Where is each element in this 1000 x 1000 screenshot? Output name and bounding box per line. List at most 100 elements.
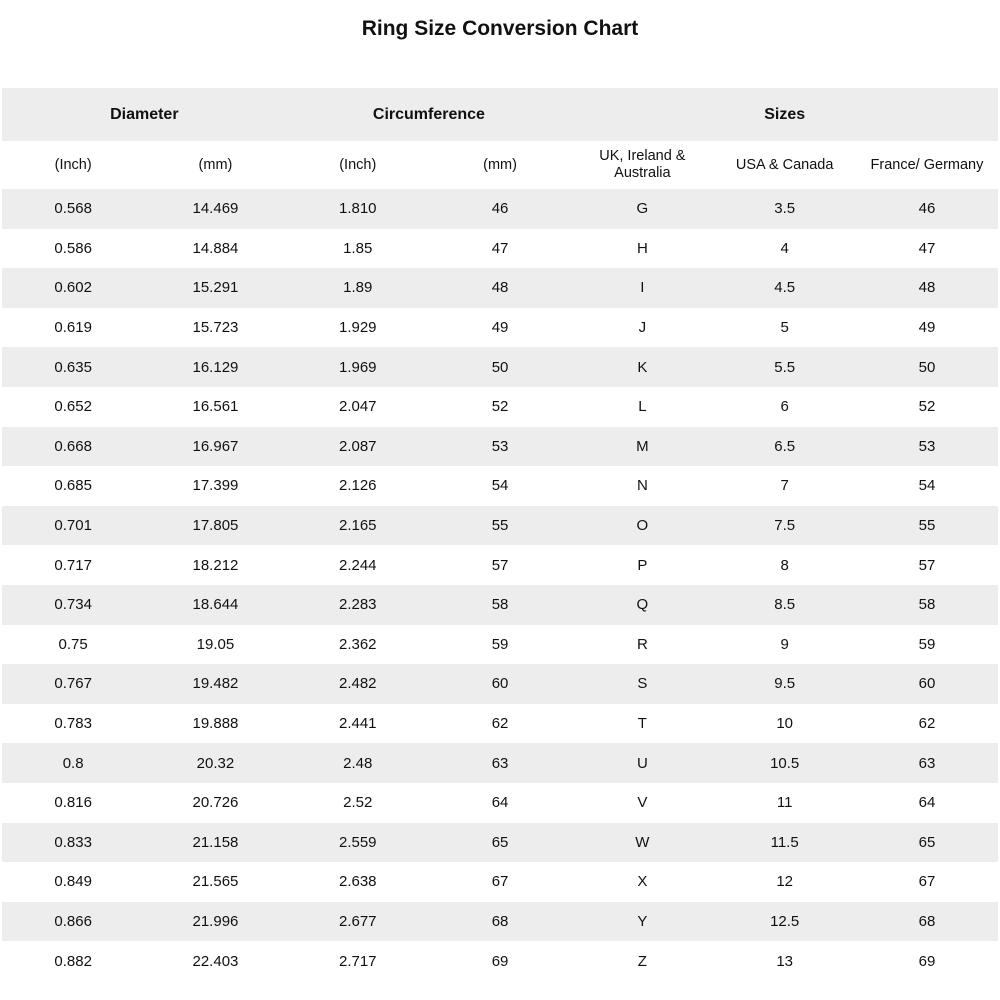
cell-circumference-inch: 1.89 bbox=[343, 279, 373, 297]
cell-circumference-inch: 2.677 bbox=[338, 912, 377, 930]
cell-france-size: 59 bbox=[918, 635, 936, 653]
cell-uk-size: Q bbox=[636, 596, 649, 614]
cell-diameter-mm: 20.32 bbox=[196, 754, 235, 772]
cell-circumference-inch: 2.087 bbox=[338, 437, 377, 455]
cell-usa-size: 6 bbox=[780, 398, 789, 416]
cell-uk-size: N bbox=[636, 477, 648, 495]
cell-diameter-inch: 0.75 bbox=[58, 635, 88, 653]
cell-diameter-mm: 15.291 bbox=[192, 279, 239, 297]
cell-diameter-inch: 0.685 bbox=[54, 477, 92, 495]
cell-uk-size: P bbox=[637, 556, 648, 574]
column-header-row: (Inch) (mm) (Inch) (mm) UK, Ireland & Au… bbox=[2, 141, 998, 189]
column-header-circumference-inch: (Inch) bbox=[339, 156, 377, 173]
table-row: 0.8 20.32 2.48 63 U 10.5 63 bbox=[2, 743, 999, 783]
cell-uk-size: U bbox=[636, 754, 648, 772]
cell-circumference-mm: 52 bbox=[491, 398, 509, 416]
cell-circumference-inch: 2.48 bbox=[343, 754, 373, 772]
page-title: Ring Size Conversion Chart bbox=[361, 17, 639, 40]
column-header-diameter-mm: (mm) bbox=[198, 156, 233, 173]
cell-uk-size: M bbox=[636, 437, 649, 455]
cell-usa-size: 8 bbox=[780, 556, 789, 574]
cell-diameter-mm: 17.399 bbox=[192, 477, 239, 495]
cell-circumference-mm: 59 bbox=[491, 635, 509, 653]
cell-uk-size: V bbox=[637, 794, 648, 812]
cell-circumference-mm: 65 bbox=[491, 833, 509, 851]
cell-france-size: 48 bbox=[918, 279, 936, 297]
cell-circumference-inch: 2.52 bbox=[343, 794, 373, 812]
cell-diameter-inch: 0.882 bbox=[54, 952, 92, 970]
cell-diameter-inch: 0.668 bbox=[54, 437, 92, 455]
cell-circumference-mm: 53 bbox=[491, 437, 509, 455]
column-header-circumference-mm: (mm) bbox=[483, 156, 517, 173]
cell-usa-size: 9 bbox=[780, 635, 789, 653]
cell-usa-size: 4.5 bbox=[774, 279, 796, 297]
cell-circumference-mm: 69 bbox=[491, 952, 509, 970]
table-row: 0.685 17.399 2.126 54 N 7 54 bbox=[2, 466, 998, 506]
cell-diameter-mm: 21.158 bbox=[192, 833, 239, 851]
table-row: 0.882 22.403 2.717 69 Z 13 69 bbox=[2, 941, 998, 981]
cell-circumference-mm: 49 bbox=[491, 319, 509, 337]
cell-circumference-inch: 2.362 bbox=[338, 635, 377, 653]
cell-diameter-mm: 16.129 bbox=[192, 358, 239, 376]
cell-circumference-mm: 48 bbox=[491, 279, 509, 297]
cell-diameter-mm: 14.884 bbox=[192, 239, 239, 257]
cell-diameter-mm: 17.805 bbox=[192, 517, 239, 535]
cell-diameter-inch: 0.568 bbox=[54, 200, 92, 218]
cell-usa-size: 9.5 bbox=[774, 675, 796, 693]
cell-diameter-inch: 0.833 bbox=[54, 833, 92, 851]
cell-france-size: 60 bbox=[918, 675, 936, 693]
cell-circumference-inch: 1.929 bbox=[338, 319, 377, 337]
cell-circumference-inch: 1.969 bbox=[338, 358, 377, 376]
cell-circumference-inch: 2.638 bbox=[338, 873, 377, 891]
cell-diameter-inch: 0.866 bbox=[54, 912, 92, 930]
cell-diameter-mm: 20.726 bbox=[192, 794, 239, 812]
cell-diameter-mm: 22.403 bbox=[192, 952, 239, 970]
cell-circumference-inch: 2.165 bbox=[338, 517, 377, 535]
cell-uk-size: S bbox=[637, 675, 648, 693]
cell-usa-size: 11.5 bbox=[770, 833, 799, 851]
cell-usa-size: 10 bbox=[776, 715, 793, 733]
cell-usa-size: 6.5 bbox=[774, 437, 796, 455]
cell-uk-size: I bbox=[640, 279, 645, 297]
cell-diameter-mm: 16.967 bbox=[192, 437, 239, 455]
cell-diameter-mm: 19.05 bbox=[196, 635, 235, 653]
cell-france-size: 55 bbox=[918, 517, 936, 535]
cell-usa-size: 10.5 bbox=[770, 754, 800, 772]
cell-diameter-mm: 16.561 bbox=[192, 398, 239, 416]
cell-diameter-inch: 0.849 bbox=[54, 873, 92, 891]
table-row: 0.783 19.888 2.441 62 T 10 62 bbox=[2, 704, 998, 744]
cell-uk-size: X bbox=[637, 873, 648, 891]
cell-diameter-inch: 0.734 bbox=[54, 596, 92, 614]
group-header-circumference: Circumference bbox=[286, 88, 572, 141]
cell-diameter-inch: 0.652 bbox=[54, 398, 92, 416]
cell-france-size: 65 bbox=[918, 833, 936, 851]
cell-circumference-mm: 58 bbox=[491, 596, 509, 614]
cell-usa-size: 7.5 bbox=[774, 517, 796, 535]
cell-uk-size: H bbox=[636, 239, 648, 257]
cell-france-size: 52 bbox=[918, 398, 936, 416]
cell-diameter-inch: 0.717 bbox=[54, 556, 92, 574]
cell-france-size: 64 bbox=[918, 794, 936, 812]
cell-uk-size: O bbox=[636, 517, 649, 535]
cell-france-size: 68 bbox=[918, 912, 936, 930]
cell-diameter-inch: 0.783 bbox=[54, 715, 92, 733]
cell-circumference-inch: 2.126 bbox=[338, 477, 377, 495]
cell-diameter-mm: 15.723 bbox=[192, 319, 239, 337]
table-row: 0.668 16.967 2.087 53 M 6.5 53 bbox=[2, 426, 999, 467]
cell-circumference-mm: 47 bbox=[491, 239, 509, 257]
cell-uk-size: G bbox=[636, 200, 649, 218]
cell-circumference-inch: 2.441 bbox=[338, 715, 377, 733]
cell-uk-size: W bbox=[635, 833, 650, 851]
table-row: 0.568 14.469 1.810 46 G 3.5 46 bbox=[2, 189, 999, 229]
cell-france-size: 62 bbox=[918, 715, 936, 733]
cell-diameter-mm: 21.996 bbox=[192, 912, 239, 930]
cell-circumference-inch: 2.047 bbox=[338, 398, 377, 416]
cell-usa-size: 8.5 bbox=[774, 596, 796, 614]
cell-uk-size: T bbox=[637, 715, 647, 733]
cell-circumference-mm: 60 bbox=[491, 675, 509, 693]
column-header-diameter-inch: (Inch) bbox=[54, 156, 92, 173]
cell-uk-size: Y bbox=[637, 912, 648, 930]
cell-diameter-mm: 14.469 bbox=[192, 200, 239, 218]
cell-circumference-mm: 68 bbox=[491, 912, 509, 930]
table-row: 0.767 19.482 2.482 60 S 9.5 60 bbox=[2, 664, 999, 704]
